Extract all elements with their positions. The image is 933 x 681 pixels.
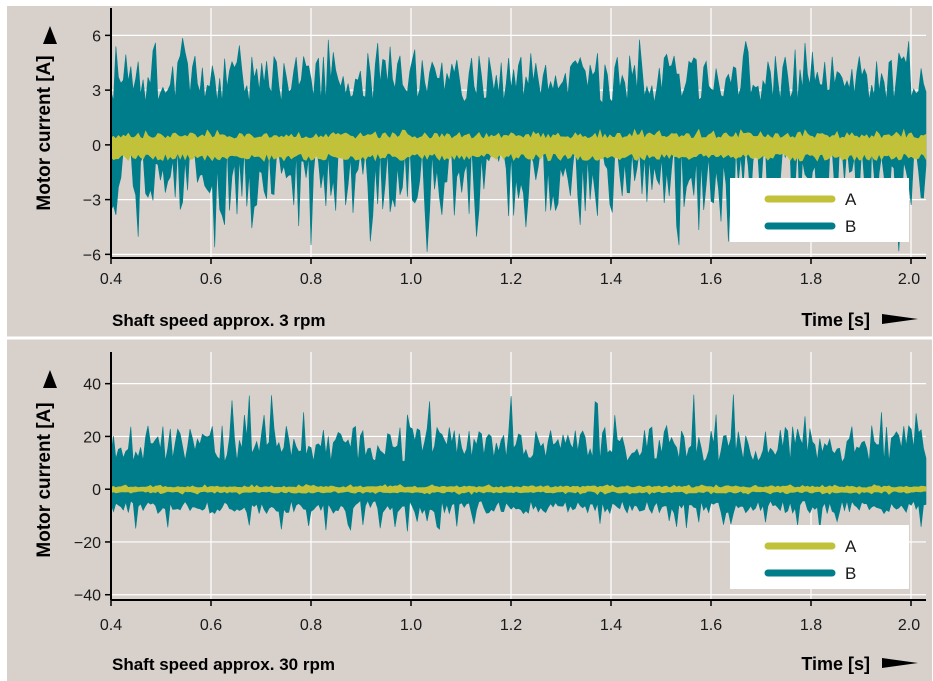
x-tick-label: 0.8 <box>300 617 322 634</box>
x-tick-label: 1.6 <box>700 617 722 634</box>
y-tick-label: 20 <box>83 429 101 446</box>
caption-3rpm: Shaft speed approx. 3 rpm <box>112 311 326 330</box>
series-band-b <box>110 394 927 532</box>
series-30rpm <box>110 394 927 532</box>
y-axis-label-30rpm: Motor current [A] <box>34 402 55 557</box>
x-tick-label: 1.4 <box>600 271 622 288</box>
x-tick-label: 2.0 <box>898 617 920 634</box>
y-tick-label: −20 <box>74 535 101 552</box>
legend-label-a-30rpm: A <box>845 537 857 556</box>
chart-3rpm: −6 −3 0 3 6 0.4 0.6 0.8 1.0 1.2 1.4 1.6 1.8 2.0 Moto… <box>34 8 927 330</box>
series-band-a <box>110 128 927 162</box>
x-tick-label: 1.2 <box>500 271 522 288</box>
y-tick-label: 0 <box>92 138 101 155</box>
legend-box-30rpm <box>730 525 909 589</box>
legend-box-3rpm <box>730 178 909 242</box>
series-band-a <box>110 484 927 495</box>
y-ticks-30rpm: −40 −20 0 20 40 <box>74 377 111 605</box>
legend-3rpm: A B <box>730 178 909 242</box>
y-ticks-3rpm: −6 −3 0 3 6 <box>83 28 111 264</box>
x-tick-label: 1.8 <box>800 617 822 634</box>
legend-label-b-30rpm: B <box>845 564 856 583</box>
series-3rpm <box>110 38 927 252</box>
x-tick-label: 1.4 <box>600 617 622 634</box>
x-tick-label: 0.4 <box>100 617 122 634</box>
x-axis-label-30rpm: Time [s] <box>801 654 870 674</box>
x-tick-label: 1.8 <box>800 271 822 288</box>
legend-label-a-3rpm: A <box>845 190 857 209</box>
legend-30rpm: A B <box>730 525 909 589</box>
y-axis-arrow-icon-30rpm <box>43 370 57 388</box>
legend-label-b-3rpm: B <box>845 217 856 236</box>
y-tick-label: −40 <box>74 588 101 605</box>
x-tick-label: 0.6 <box>200 617 222 634</box>
y-axis-arrow-icon-3rpm <box>43 26 57 44</box>
x-ticks-3rpm: 0.4 0.6 0.8 1.0 1.2 1.4 1.6 1.8 2.0 <box>100 258 920 288</box>
x-tick-label: 0.4 <box>100 271 122 288</box>
y-tick-label: 0 <box>92 482 101 499</box>
y-axis-label-3rpm: Motor current [A] <box>34 55 55 210</box>
x-tick-label: 2.0 <box>898 271 920 288</box>
x-tick-label: 0.8 <box>300 271 322 288</box>
y-tick-label: 3 <box>92 83 101 100</box>
y-tick-label: −6 <box>83 247 101 264</box>
x-axis-label-3rpm: Time [s] <box>801 310 870 330</box>
x-axis-arrow-icon-3rpm <box>882 314 918 324</box>
x-tick-label: 1.2 <box>500 617 522 634</box>
x-tick-label: 1.0 <box>400 271 422 288</box>
y-tick-label: 40 <box>83 377 101 394</box>
x-tick-label: 0.6 <box>200 271 222 288</box>
x-axis-arrow-icon-30rpm <box>882 658 918 668</box>
x-ticks-30rpm: 0.4 0.6 0.8 1.0 1.2 1.4 1.6 1.8 2.0 <box>100 600 920 634</box>
y-tick-label: −3 <box>83 193 101 210</box>
y-tick-label: 6 <box>92 28 101 45</box>
caption-30rpm: Shaft speed approx. 30 rpm <box>112 655 335 674</box>
x-tick-label: 1.6 <box>700 271 722 288</box>
x-tick-label: 1.0 <box>400 617 422 634</box>
